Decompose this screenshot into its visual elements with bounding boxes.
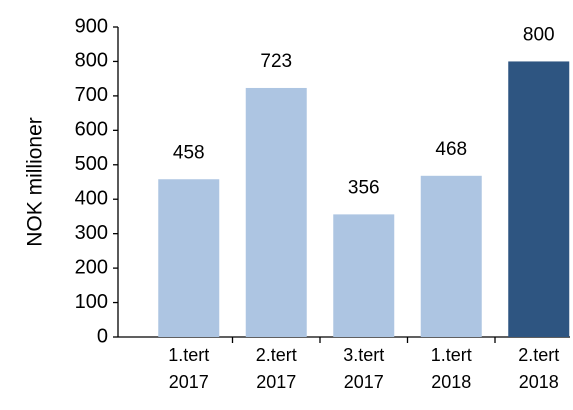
y-tick-label: 800 [75,50,108,72]
x-tick-label: 2018 [431,372,471,392]
x-tick-label: 2.tert [256,345,297,365]
x-tick-label: 1.tert [431,345,472,365]
y-axis-title: NOK millioner [24,117,47,247]
y-tick-label: 500 [75,153,108,175]
y-tick-label: 600 [75,119,108,141]
y-tick-label: 0 [97,325,108,347]
bar [420,175,482,337]
x-tick-label: 2.tert [518,345,559,365]
x-tick-label: 2018 [519,372,559,392]
y-tick-label: 100 [75,291,108,313]
y-tick-label: 700 [75,84,108,106]
x-tick-label: 2017 [256,372,296,392]
x-tick-label: 1.tert [168,345,209,365]
y-tick-label: 300 [75,222,108,244]
bar [245,87,307,337]
y-tick-label: 400 [75,188,108,210]
value-label: 723 [260,51,292,72]
x-tick-label: 2017 [169,372,209,392]
y-tick-label: 200 [75,256,108,278]
value-label: 356 [348,177,380,198]
value-label: 458 [173,142,205,163]
y-tick-label: 900 [75,15,108,37]
bar [508,61,570,337]
value-label: 468 [435,139,467,160]
bar [158,179,220,337]
value-label: 800 [523,24,555,45]
x-tick-label: 3.tert [343,345,384,365]
x-tick-label: 2017 [344,372,384,392]
bar [333,214,395,337]
